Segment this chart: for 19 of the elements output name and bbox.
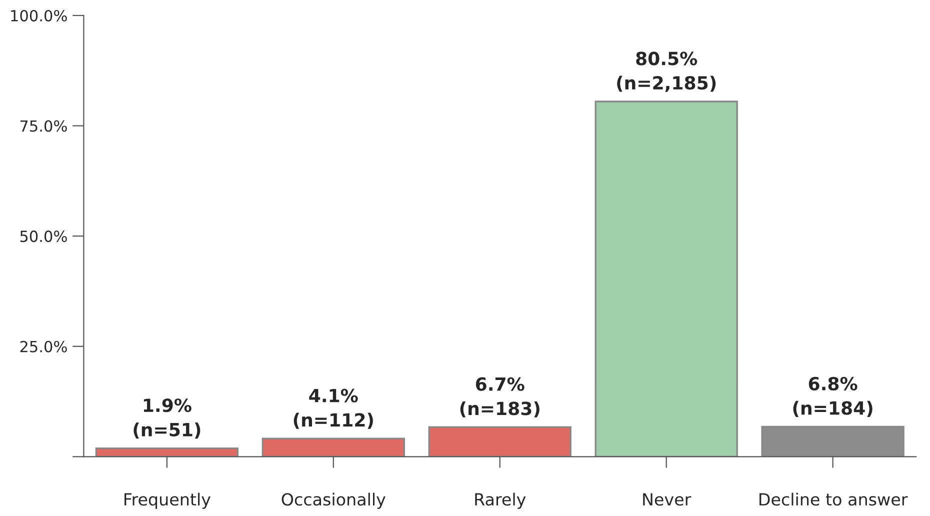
x-tick-label: Decline to answer — [760, 492, 908, 506]
x-tick-label: Never — [643, 493, 692, 506]
data-label: 1.9% (n=51) — [134, 398, 200, 439]
data-label: 6.8% (n=184) — [793, 376, 872, 417]
bar — [594, 100, 738, 457]
x-tick-label: Occasionally — [282, 492, 386, 509]
y-tick-label: 100.0% — [11, 10, 67, 22]
bar — [262, 438, 405, 457]
y-tick-label: 25.0% — [20, 340, 67, 352]
y-tick-label: 50.0% — [20, 230, 67, 242]
bar — [428, 426, 572, 457]
bar — [95, 447, 239, 457]
x-tick-label: Rarely — [475, 492, 526, 509]
data-label: 4.1% (n=112) — [294, 388, 373, 429]
data-label: 80.5% (n=2,185) — [617, 52, 716, 92]
bar — [761, 426, 904, 457]
data-label: 6.7% (n=183) — [460, 377, 540, 418]
x-tick-label: Frequently — [124, 492, 210, 509]
y-tick-label: 75.0% — [20, 120, 67, 132]
